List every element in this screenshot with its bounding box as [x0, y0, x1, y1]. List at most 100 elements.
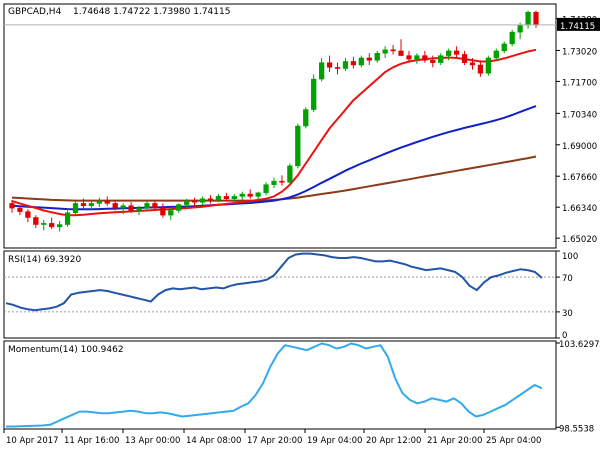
- rsi-panel-frame: [3, 250, 557, 339]
- candle-body: [160, 207, 166, 216]
- rsi-panel: 100 70 30 0 RSI(14) 69.3920: [3, 250, 578, 341]
- rsi-tick-label: 100: [562, 252, 578, 262]
- candle: [41, 219, 47, 231]
- candle-body: [279, 180, 285, 183]
- candle-body: [33, 217, 39, 225]
- candle-body: [477, 64, 484, 74]
- candle: [160, 203, 166, 218]
- candle-body: [263, 184, 269, 194]
- candle-body: [168, 210, 174, 216]
- candle: [25, 209, 31, 223]
- candle-body: [120, 205, 126, 209]
- candle: [57, 221, 63, 232]
- candle: [136, 205, 142, 216]
- candle: [80, 198, 87, 210]
- candle: [72, 201, 79, 216]
- candle-body: [41, 223, 47, 225]
- candle: [104, 196, 110, 206]
- candle-body: [287, 165, 293, 183]
- price-tick-label: 1.71700: [562, 78, 597, 88]
- momentum-panel: 103.6297 98.5538 Momentum(14) 100.9462: [3, 340, 600, 434]
- candle-body: [406, 55, 412, 60]
- candle-body: [517, 24, 523, 33]
- candle-body: [255, 192, 261, 197]
- candle-body: [509, 31, 515, 45]
- candle: [223, 192, 229, 202]
- momentum-title: Momentum(14) 100.9462: [8, 345, 124, 355]
- candle-body: [9, 203, 15, 209]
- candle: [88, 201, 95, 211]
- candle: [477, 60, 484, 77]
- candle-body: [414, 55, 420, 60]
- candle: [64, 210, 71, 227]
- candle: [350, 56, 357, 69]
- candle-body: [398, 50, 404, 56]
- candle: [398, 39, 404, 56]
- time-tick-label: 10 Apr 2017: [6, 436, 59, 446]
- candle-body: [49, 223, 55, 228]
- candle-body: [136, 207, 142, 211]
- candle: [501, 41, 507, 54]
- candle-body: [215, 196, 222, 201]
- candle: [382, 46, 388, 58]
- candle-body: [64, 212, 71, 225]
- candle-body: [80, 203, 87, 207]
- rsi-tick-label: 70: [562, 274, 573, 284]
- candle: [295, 123, 301, 169]
- candle: [255, 191, 261, 200]
- candle: [430, 55, 436, 68]
- candle-body: [295, 125, 301, 167]
- candle: [453, 46, 460, 58]
- candle-body: [104, 200, 110, 204]
- candle-body: [128, 205, 134, 211]
- candle: [271, 177, 277, 189]
- rsi-tick-label: 0: [562, 331, 567, 341]
- candle: [199, 196, 206, 205]
- candle-body: [366, 57, 372, 61]
- candle-body: [525, 11, 531, 26]
- time-tick-label: 17 Apr 20:00: [247, 436, 302, 446]
- candle-body: [430, 60, 436, 63]
- candle-body: [184, 200, 190, 205]
- ohlc-header: 1.74648 1.74722 1.73980 1.74115: [73, 7, 230, 17]
- time-tick-label: 11 Apr 16:00: [64, 436, 119, 446]
- time-axis: 10 Apr 2017 11 Apr 16:00 13 Apr 00:00 14 Ap…: [3, 429, 541, 446]
- candle: [342, 57, 349, 71]
- candle-body: [390, 49, 396, 52]
- rsi-tick-label: 30: [562, 309, 573, 319]
- candle: [334, 62, 341, 75]
- chart-title: GBPCAD,H4: [8, 7, 62, 17]
- candle: [461, 50, 468, 65]
- candle-body: [247, 193, 253, 197]
- candle-body: [231, 196, 237, 199]
- candle-body: [446, 50, 452, 56]
- candle: [191, 197, 198, 206]
- candle: [152, 201, 158, 211]
- time-tick-label: 19 Apr 04:00: [307, 436, 362, 446]
- candle: [120, 203, 126, 214]
- ma-mid-line: [11, 105, 537, 211]
- candle: [287, 163, 293, 184]
- momentum-tick-label: 98.5538: [559, 424, 594, 434]
- momentum-panel-frame: [3, 340, 557, 430]
- candle: [207, 195, 214, 204]
- candle: [311, 74, 317, 112]
- candle: [9, 199, 15, 213]
- price-tick-label: 1.66340: [562, 204, 597, 214]
- candle: [128, 202, 134, 213]
- candle-body: [239, 193, 245, 197]
- candle: [144, 201, 150, 212]
- price-tick-label: 1.67660: [562, 173, 597, 183]
- candle: [247, 189, 253, 199]
- candle: [469, 57, 476, 70]
- candle: [525, 10, 531, 29]
- price-tick-label: 1.70340: [562, 110, 597, 120]
- candle-body: [326, 62, 333, 68]
- time-tick-label: 25 Apr 04:00: [486, 436, 541, 446]
- current-price-label: 1.74115: [560, 22, 595, 32]
- candle-body: [96, 200, 102, 204]
- candle-body: [112, 203, 118, 209]
- candle: [493, 48, 499, 61]
